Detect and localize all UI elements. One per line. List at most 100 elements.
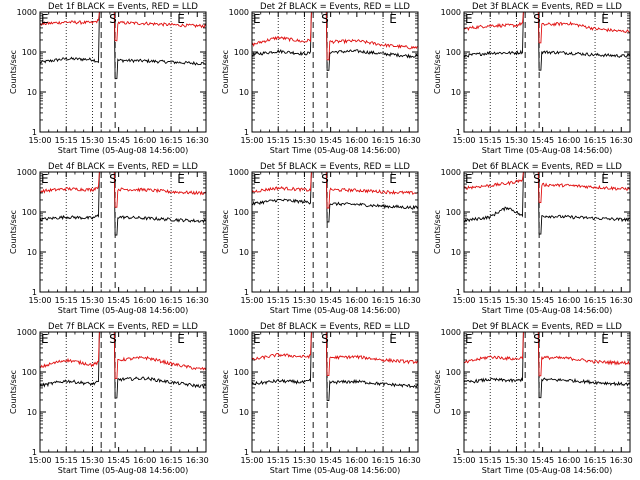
x-tick-label: 15:30 [293, 456, 316, 465]
y-axis-label: Counts/sec [9, 210, 18, 254]
x-tick-label: 15:15 [55, 456, 78, 465]
y-tick-label: 10 [239, 88, 249, 97]
y-tick-label: 100 [234, 48, 249, 57]
y-axis-label: Counts/sec [433, 50, 442, 94]
y-tick-label: 1000 [441, 328, 461, 337]
x-tick-label: 15:00 [240, 136, 263, 145]
y-axis-label: Counts/sec [9, 370, 18, 414]
x-tick-label: 15:30 [505, 456, 528, 465]
panel-title: Det 5f BLACK = Events, RED = LLD [260, 162, 410, 172]
series-line-events [39, 171, 207, 236]
x-tick-label: 16:00 [345, 136, 368, 145]
segment-marker: E [41, 332, 49, 346]
series-line-events [251, 11, 419, 71]
x-tick-label: 16:30 [186, 456, 209, 465]
series-line-lld [463, 11, 631, 44]
series-line-lld [251, 11, 419, 61]
panel-det-4: Det 4f BLACK = Events, RED = LLD 1 10 100 10… [9, 162, 209, 315]
x-axis-label: Start Time (05-Aug-08 14:56:00) [482, 306, 613, 315]
y-tick-label: 100 [446, 368, 461, 377]
y-tick-label: 1000 [229, 8, 249, 17]
panel-det-3: Det 3f BLACK = Events, RED = LLD 1 10 100 10… [433, 2, 633, 155]
x-tick-label: 16:30 [610, 136, 633, 145]
plot-frame [463, 11, 631, 133]
x-tick-label: 15:30 [81, 136, 104, 145]
segment-marker: E [465, 172, 473, 186]
x-tick-label: 16:15 [372, 296, 395, 305]
x-tick-label: 15:30 [293, 296, 316, 305]
x-tick-label: 15:15 [55, 296, 78, 305]
y-axis-label: Counts/sec [221, 370, 230, 414]
y-tick-label: 1000 [441, 168, 461, 177]
y-tick-label: 10 [451, 248, 461, 257]
x-axis-label: Start Time (05-Aug-08 14:56:00) [482, 466, 613, 475]
x-tick-label: 16:30 [398, 296, 421, 305]
x-tick-label: 15:45 [531, 136, 554, 145]
y-tick-label: 1000 [17, 168, 37, 177]
series-line-events [463, 171, 631, 235]
segment-marker: E [177, 172, 185, 186]
panel-det-9: Det 9f BLACK = Events, RED = LLD 1 10 100 10… [433, 322, 633, 475]
plot-frame [39, 171, 207, 293]
y-tick-label: 1 [456, 128, 461, 137]
y-tick-label: 1000 [441, 8, 461, 17]
y-axis-label: Counts/sec [433, 370, 442, 414]
x-tick-label: 15:45 [107, 456, 130, 465]
segment-marker: E [465, 12, 473, 26]
series-line-lld [39, 171, 207, 208]
panel-det-5: Det 5f BLACK = Events, RED = LLD 1 10 100 10… [221, 162, 421, 315]
x-axis-label: Start Time (05-Aug-08 14:56:00) [270, 146, 401, 155]
plot-frame [39, 331, 207, 453]
segment-marker: S [533, 332, 541, 346]
y-tick-label: 1 [32, 288, 37, 297]
x-tick-label: 15:00 [28, 136, 51, 145]
panel-title: Det 7f BLACK = Events, RED = LLD [48, 322, 198, 332]
x-tick-label: 16:30 [610, 456, 633, 465]
x-tick-label: 16:30 [398, 136, 421, 145]
segment-marker: E [253, 12, 261, 26]
series-line-events [39, 331, 207, 399]
panel-title: Det 3f BLACK = Events, RED = LLD [472, 2, 622, 12]
segment-marker: E [601, 12, 609, 26]
x-axis-label: Start Time (05-Aug-08 14:56:00) [58, 466, 189, 475]
x-tick-label: 15:45 [107, 136, 130, 145]
plot-frame [463, 331, 631, 453]
segment-marker: E [41, 12, 49, 26]
y-tick-label: 1 [456, 448, 461, 457]
x-tick-label: 15:00 [452, 296, 475, 305]
segment-marker: S [321, 332, 329, 346]
segment-marker: E [601, 172, 609, 186]
x-axis-label: Start Time (05-Aug-08 14:56:00) [270, 466, 401, 475]
y-tick-label: 10 [451, 408, 461, 417]
plot-frame [39, 11, 207, 133]
x-tick-label: 15:15 [267, 456, 290, 465]
series-line-lld [463, 331, 631, 377]
x-tick-label: 15:45 [107, 296, 130, 305]
panel-title: Det 6f BLACK = Events, RED = LLD [472, 162, 622, 172]
y-tick-label: 100 [446, 208, 461, 217]
x-tick-label: 16:30 [186, 136, 209, 145]
segment-marker: S [109, 172, 117, 186]
y-tick-label: 1 [32, 448, 37, 457]
panel-title: Det 8f BLACK = Events, RED = LLD [260, 322, 410, 332]
x-tick-label: 15:00 [28, 296, 51, 305]
panel-det-1: Det 1f BLACK = Events, RED = LLD 1 10 100 10… [9, 2, 209, 155]
panel-title: Det 9f BLACK = Events, RED = LLD [472, 322, 622, 332]
series-line-lld [251, 171, 419, 209]
y-tick-label: 10 [27, 88, 37, 97]
x-tick-label: 16:30 [610, 296, 633, 305]
y-tick-label: 10 [239, 408, 249, 417]
x-tick-label: 15:15 [267, 136, 290, 145]
x-tick-label: 16:00 [345, 296, 368, 305]
x-axis-label: Start Time (05-Aug-08 14:56:00) [58, 306, 189, 315]
y-tick-label: 1 [244, 128, 249, 137]
y-tick-label: 100 [234, 208, 249, 217]
x-tick-label: 15:30 [81, 456, 104, 465]
y-axis-label: Counts/sec [221, 50, 230, 94]
y-tick-label: 1 [244, 448, 249, 457]
x-tick-label: 15:45 [319, 456, 342, 465]
x-tick-label: 16:15 [160, 136, 183, 145]
x-axis-label: Start Time (05-Aug-08 14:56:00) [58, 146, 189, 155]
series-line-lld [251, 331, 419, 377]
